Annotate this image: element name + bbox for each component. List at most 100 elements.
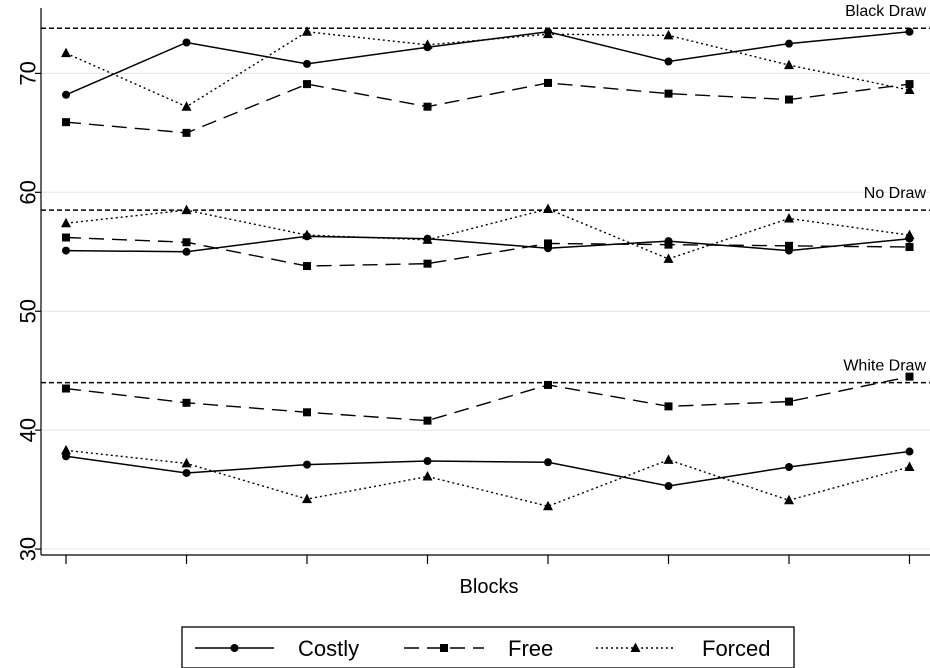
- series-line: [65, 31, 910, 96]
- data-point: [663, 253, 674, 263]
- data-point: [62, 90, 70, 99]
- data-point: [302, 493, 312, 504]
- data-point: [61, 47, 71, 58]
- data-point: [544, 239, 552, 248]
- data-point: [62, 118, 70, 127]
- data-point: [181, 101, 192, 111]
- data-point: [62, 384, 70, 393]
- data-point: [785, 241, 793, 250]
- data-point: [905, 243, 914, 252]
- series-forced-black-draw: [61, 26, 915, 111]
- series-forced-no-draw: [61, 203, 915, 263]
- data-point: [785, 463, 793, 472]
- legend-marker: [230, 644, 239, 652]
- data-point: [543, 500, 553, 511]
- data-point: [544, 380, 552, 389]
- data-point: [784, 494, 794, 505]
- series-line: [65, 82, 910, 134]
- data-point: [62, 246, 70, 255]
- data-point: [785, 397, 793, 406]
- series-line: [65, 235, 910, 253]
- data-point: [543, 203, 553, 213]
- data-point: [61, 217, 71, 228]
- data-point: [422, 39, 433, 49]
- y-tick-label: 50: [16, 299, 41, 323]
- data-point: [905, 80, 914, 89]
- data-point: [784, 59, 794, 70]
- data-point: [181, 457, 192, 468]
- data-point: [182, 38, 191, 47]
- series-costly-black-draw: [62, 27, 914, 99]
- data-point: [302, 229, 312, 240]
- data-point: [182, 398, 191, 407]
- series-forced-white-draw: [61, 444, 915, 511]
- data-point: [423, 259, 432, 268]
- legend: Costly Free Forced: [181, 626, 795, 668]
- reference-line-label: White Draw: [843, 358, 926, 375]
- reference-line-label: No Draw: [864, 185, 927, 202]
- reference-line-label: Black Draw: [845, 3, 926, 20]
- data-point: [664, 240, 673, 249]
- legend-label: Free: [508, 636, 553, 661]
- data-point: [664, 402, 673, 411]
- gridlines: [41, 72, 930, 550]
- legend-marker: [440, 644, 448, 652]
- data-point: [422, 234, 433, 244]
- data-point: [905, 372, 914, 381]
- data-point: [303, 408, 311, 417]
- legend-label: Forced: [702, 636, 770, 661]
- data-point: [303, 460, 311, 469]
- data-point: [422, 471, 433, 481]
- y-tick-label: 40: [16, 418, 41, 442]
- data-point: [182, 247, 191, 256]
- series-free-no-draw: [62, 233, 914, 271]
- series-free-black-draw: [62, 78, 914, 137]
- series-group: [61, 26, 915, 511]
- y-tick-label: 30: [16, 537, 41, 561]
- data-point: [544, 458, 552, 467]
- data-point: [303, 59, 311, 68]
- series-line: [65, 450, 910, 487]
- x-axis-title: Blocks: [460, 576, 519, 598]
- data-point: [423, 102, 432, 111]
- data-point: [904, 229, 915, 240]
- axes: [40, 8, 930, 556]
- series-line: [65, 31, 910, 108]
- series-line: [65, 375, 910, 422]
- data-point: [785, 39, 793, 48]
- data-point: [302, 26, 312, 36]
- data-point: [664, 57, 673, 66]
- y-tick-label: 60: [16, 180, 41, 204]
- data-point: [664, 482, 673, 491]
- data-point: [784, 212, 794, 223]
- data-point: [423, 457, 432, 466]
- data-point: [181, 204, 192, 215]
- data-point: [544, 78, 552, 87]
- data-point: [182, 238, 191, 247]
- data-point: [182, 128, 191, 137]
- series-line: [65, 449, 910, 507]
- series-line: [65, 208, 910, 260]
- data-point: [663, 454, 674, 464]
- data-point: [543, 28, 553, 39]
- data-point: [664, 89, 673, 98]
- data-point: [663, 29, 674, 40]
- data-point: [303, 262, 311, 271]
- data-point: [905, 27, 914, 36]
- y-ticks: 30 40 50 60 70: [16, 61, 41, 561]
- data-point: [61, 444, 71, 455]
- legend-box: [181, 626, 795, 668]
- x-ticks: [65, 555, 911, 564]
- y-tick-label: 70: [16, 61, 41, 85]
- legend-label: Costly: [298, 636, 359, 661]
- data-point: [904, 84, 915, 95]
- series-costly-white-draw: [62, 447, 914, 491]
- data-point: [785, 95, 793, 104]
- data-point: [904, 461, 915, 472]
- data-point: [182, 468, 191, 477]
- data-point: [303, 80, 311, 89]
- data-point: [905, 447, 914, 456]
- series-free-white-draw: [62, 372, 914, 425]
- data-point: [62, 233, 70, 242]
